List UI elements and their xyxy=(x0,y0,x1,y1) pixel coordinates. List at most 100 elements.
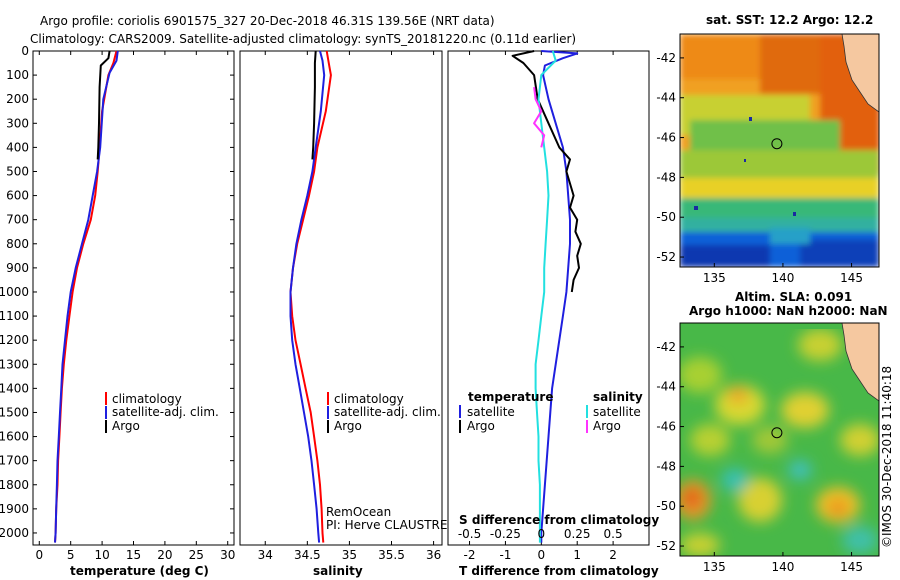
s-tick-label: 0 xyxy=(538,527,546,541)
x-tick-label: 34 xyxy=(258,548,273,562)
depth-tick-label: 1000 xyxy=(0,285,29,299)
x-tick-label: 1 xyxy=(573,548,581,562)
x-tick-label: 20 xyxy=(157,548,172,562)
legend-climatology: climatology xyxy=(334,392,404,406)
temperature-legend: climatology satellite-adj. clim. Argo xyxy=(105,392,219,433)
imos-credit: ©IMOS 30-Dec-2018 11:40:18 xyxy=(880,366,894,548)
series-line-argo xyxy=(311,50,317,160)
depth-tick-label: 1100 xyxy=(0,309,29,323)
s-tick-label: -0.5 xyxy=(458,527,481,541)
map-y-tick-label: -52 xyxy=(656,539,676,553)
map-y-tick-label: -50 xyxy=(656,210,676,224)
sla-map-axes: 135 140 145 -42 -44 -46 -48 -50 -52 xyxy=(656,340,863,574)
temperature-series xyxy=(54,50,119,543)
map-y-tick-label: -42 xyxy=(656,51,676,65)
x-tick-label: 0 xyxy=(35,548,43,562)
depth-tick-label: 1300 xyxy=(0,357,29,371)
map-y-tick-label: -46 xyxy=(656,420,676,434)
legend-argo: Argo xyxy=(334,419,362,433)
series-line-satellite-adj-clim- xyxy=(54,50,119,543)
argo-location-marker xyxy=(771,427,783,439)
depth-tick-label: 0 xyxy=(21,44,29,58)
x-tick-label: 0 xyxy=(538,548,546,562)
depth-tick-label: 900 xyxy=(6,261,29,275)
map-x-tick-label: 140 xyxy=(771,560,794,574)
salinity-xlabel: salinity xyxy=(313,564,363,578)
legend-argo: Argo xyxy=(112,419,140,433)
sla-map-subtitle: Argo h1000: NaN h2000: NaN xyxy=(689,304,888,318)
series-line-t-satellite xyxy=(540,50,579,543)
legend-t-argo: Argo xyxy=(467,419,495,433)
legend-temperature-header: temperature xyxy=(468,390,553,404)
salinity-legend: climatology satellite-adj. clim. Argo xyxy=(327,392,441,433)
depth-tick-label: 200 xyxy=(6,92,29,106)
depth-tick-label: 1800 xyxy=(0,478,29,492)
map-y-tick-label: -48 xyxy=(656,170,676,184)
legend-climatology: climatology xyxy=(112,392,182,406)
legend-salinity-header: salinity xyxy=(593,390,643,404)
depth-tick-label: 1500 xyxy=(0,405,29,419)
temperature-xlabel: temperature (deg C) xyxy=(70,564,209,578)
sla-map-panel: Altim. SLA: 0.091 Argo h1000: NaN h2000:… xyxy=(656,290,887,574)
difference-xlabel: T difference from climatology xyxy=(459,564,659,578)
annotation-pi: PI: Herve CLAUSTRE xyxy=(326,518,447,532)
depth-tick-label: 500 xyxy=(6,164,29,178)
x-tick-label: 35 xyxy=(342,548,357,562)
sst-heatmap xyxy=(680,34,879,267)
depth-tick-label: 800 xyxy=(6,237,29,251)
temperature-x-axis: 0 5 10 15 20 25 30 xyxy=(35,51,235,562)
depth-tick-label: 1200 xyxy=(0,333,29,347)
legend-satellite-adj: satellite-adj. clim. xyxy=(112,405,219,419)
map-y-tick-label: -48 xyxy=(656,459,676,473)
sst-map-axes: 135 140 145 -42 -44 -46 -48 -50 -52 xyxy=(656,51,863,285)
map-y-tick-label: -42 xyxy=(656,340,676,354)
figure-title-line2: Climatology: CARS2009. Satellite-adjuste… xyxy=(30,32,576,46)
x-tick-label: -2 xyxy=(464,548,476,562)
x-tick-label: 35.5 xyxy=(378,548,405,562)
series-line-t-argo xyxy=(511,50,582,293)
map-y-tick-label: -44 xyxy=(656,380,676,394)
depth-tick-label: 400 xyxy=(6,140,29,154)
sst-map-title: sat. SST: 12.2 Argo: 12.2 xyxy=(706,13,873,27)
x-tick-label: 5 xyxy=(67,548,75,562)
x-tick-label: 30 xyxy=(220,548,235,562)
x-tick-label: -1 xyxy=(499,548,511,562)
depth-tick-label: 1900 xyxy=(0,502,29,516)
map-y-tick-label: -46 xyxy=(656,131,676,145)
difference-legend: temperature salinity satellite Argo sate… xyxy=(459,390,643,433)
sla-map-title: Altim. SLA: 0.091 xyxy=(735,290,852,304)
map-y-tick-label: -50 xyxy=(656,499,676,513)
sst-map-panel: sat. SST: 12.2 Argo: 12.2 xyxy=(656,13,880,285)
salinity-panel: 34 34.5 35 35.5 36 salinity climatology sate… xyxy=(239,50,447,578)
series-line-s-argo xyxy=(533,86,546,148)
sla-heatmap xyxy=(680,323,879,556)
x-tick-label: 10 xyxy=(94,548,109,562)
map-x-tick-label: 145 xyxy=(840,271,863,285)
depth-tick-label: 300 xyxy=(6,116,29,130)
x-tick-label: 15 xyxy=(126,548,141,562)
map-y-tick-label: -44 xyxy=(656,91,676,105)
map-x-tick-label: 145 xyxy=(840,560,863,574)
x-tick-label: 25 xyxy=(189,548,204,562)
legend-t-satellite: satellite xyxy=(467,405,515,419)
legend-satellite-adj: satellite-adj. clim. xyxy=(334,405,441,419)
depth-tick-label: 100 xyxy=(6,68,29,82)
salinity-x-axis: 34 34.5 35 35.5 36 xyxy=(258,51,441,562)
depth-tick-label: 1600 xyxy=(0,430,29,444)
depth-tick-label: 700 xyxy=(6,213,29,227)
map-x-tick-label: 140 xyxy=(771,271,794,285)
temperature-panel: 0100200300400500600700800900100011001200… xyxy=(0,44,649,578)
map-x-tick-label: 135 xyxy=(703,560,726,574)
s-tick-label: 0.5 xyxy=(604,527,623,541)
series-line-argo xyxy=(96,50,111,160)
figure-title-line1: Argo profile: coriolis 6901575_327 20-De… xyxy=(40,14,495,28)
x-tick-label: 2 xyxy=(609,548,617,562)
map-y-tick-label: -52 xyxy=(656,250,676,264)
secondary-axis-ticks: -0.5 -0.25 0 0.25 0.5 xyxy=(458,527,623,541)
salinity-series xyxy=(289,50,332,543)
secondary-axis-label: S difference from climatology xyxy=(459,513,659,527)
difference-series xyxy=(511,50,582,543)
depth-tick-label: 1700 xyxy=(0,454,29,468)
s-tick-label: 0.25 xyxy=(564,527,591,541)
legend-s-satellite: satellite xyxy=(593,405,641,419)
